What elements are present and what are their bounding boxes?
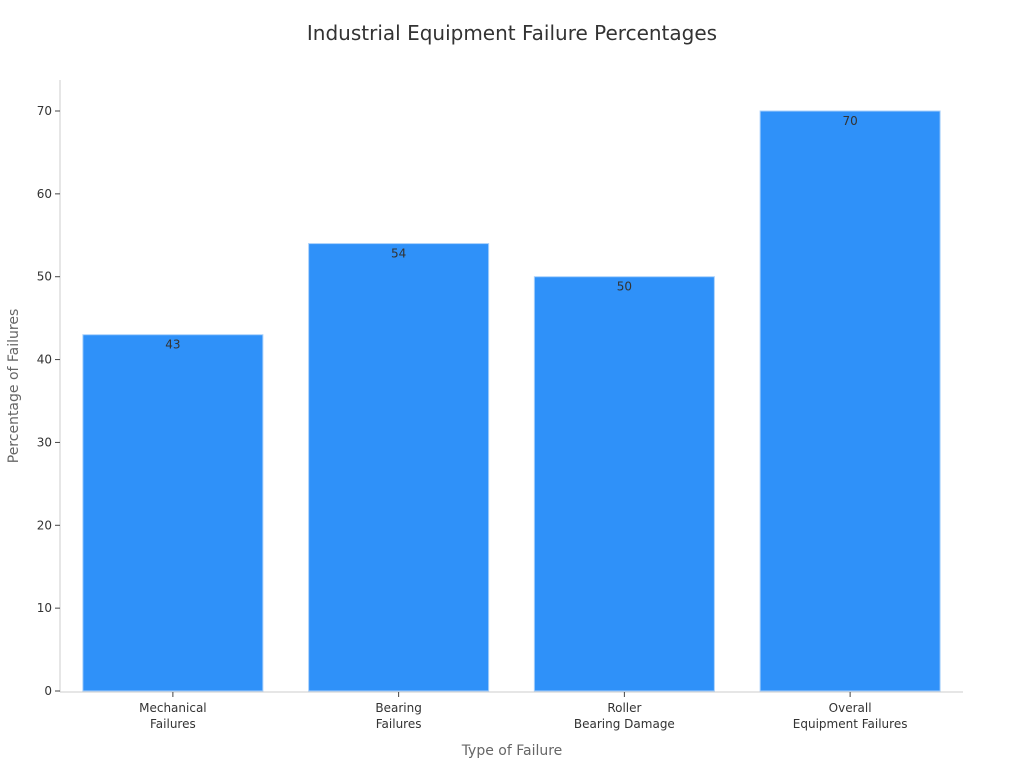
y-tick-label: 50 <box>37 270 52 284</box>
chart-title: Industrial Equipment Failure Percentages <box>307 21 717 45</box>
y-tick-label: 30 <box>37 435 52 449</box>
bar[interactable] <box>533 276 715 692</box>
x-tick-label: Equipment Failures <box>793 717 908 731</box>
y-tick-label: 40 <box>37 353 52 367</box>
y-tick-label: 20 <box>37 518 52 532</box>
x-tick-label: Bearing Damage <box>574 717 675 731</box>
x-axis-label: Type of Failure <box>461 743 563 759</box>
data-label: 54 <box>391 247 406 261</box>
data-label: 43 <box>165 338 180 352</box>
y-tick-label: 60 <box>37 187 52 201</box>
bar[interactable] <box>308 243 490 692</box>
data-label: 70 <box>842 114 857 128</box>
y-axis-label: Percentage of Failures <box>6 309 22 464</box>
x-tick-label: Bearing <box>375 701 421 715</box>
bar[interactable] <box>82 334 264 692</box>
x-tick-label: Mechanical <box>139 701 207 715</box>
data-label: 50 <box>617 280 632 294</box>
bar[interactable] <box>759 110 941 692</box>
y-tick-label: 0 <box>44 684 52 698</box>
x-tick-label: Overall <box>829 701 872 715</box>
x-tick-label: Roller <box>607 701 641 715</box>
y-tick-label: 70 <box>37 104 52 118</box>
y-tick-label: 10 <box>37 601 52 615</box>
x-tick-label: Failures <box>376 717 422 731</box>
x-tick-label: Failures <box>150 717 196 731</box>
